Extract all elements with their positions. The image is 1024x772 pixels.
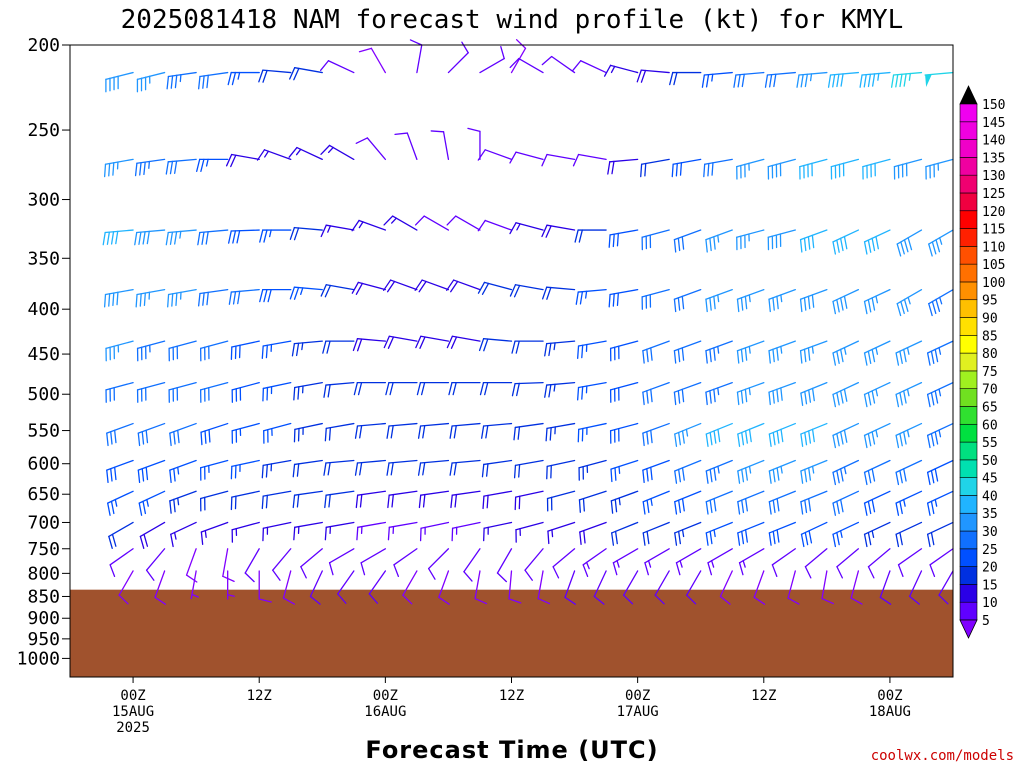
x-tick-label: 00Z bbox=[120, 688, 145, 704]
credit-text: coolwx.com/models bbox=[871, 748, 1014, 764]
colorbar-label: 85 bbox=[982, 329, 998, 344]
colorbar-cell bbox=[960, 175, 977, 193]
colorbar-label: 20 bbox=[982, 561, 998, 576]
colorbar-cell bbox=[960, 264, 977, 282]
y-tick-label: 500 bbox=[27, 384, 60, 405]
y-tick-label: 950 bbox=[27, 629, 60, 650]
colorbar-cell bbox=[960, 300, 977, 318]
colorbar-label: 65 bbox=[982, 400, 998, 415]
x-tick-label: 12Z bbox=[499, 688, 524, 704]
y-tick-label: 800 bbox=[27, 563, 60, 584]
colorbar-cell bbox=[960, 406, 977, 424]
colorbar-cell bbox=[960, 424, 977, 442]
colorbar-cell bbox=[960, 140, 977, 158]
y-tick-label: 200 bbox=[27, 35, 60, 56]
y-tick-label: 250 bbox=[27, 120, 60, 141]
x-tick-label: 00Z bbox=[373, 688, 398, 704]
colorbar-cell bbox=[960, 389, 977, 407]
y-tick-label: 900 bbox=[27, 608, 60, 629]
colorbar-label: 95 bbox=[982, 294, 998, 309]
colorbar-cell bbox=[960, 229, 977, 247]
colorbar-label: 50 bbox=[982, 454, 998, 469]
colorbar-cell bbox=[960, 157, 977, 175]
y-tick-label: 300 bbox=[27, 190, 60, 211]
colorbar-cell bbox=[960, 122, 977, 140]
colorbar-cell bbox=[960, 211, 977, 229]
x-tick-label: 12Z bbox=[247, 688, 272, 704]
colorbar-label: 145 bbox=[982, 116, 1005, 131]
x-tick-label: 17AUG bbox=[617, 704, 659, 720]
colorbar-label: 55 bbox=[982, 436, 998, 451]
colorbar-cell bbox=[960, 246, 977, 264]
colorbar-cell bbox=[960, 442, 977, 460]
y-tick-label: 1000 bbox=[17, 648, 60, 669]
colorbar-cell bbox=[960, 282, 977, 300]
colorbar-label: 5 bbox=[982, 614, 990, 629]
x-tick-label: 12Z bbox=[751, 688, 776, 704]
colorbar-label: 115 bbox=[982, 223, 1005, 238]
colorbar-cell bbox=[960, 549, 977, 567]
colorbar-label: 110 bbox=[982, 240, 1005, 255]
colorbar-label: 140 bbox=[982, 134, 1005, 149]
colorbar-label: 105 bbox=[982, 258, 1005, 273]
colorbar-label: 80 bbox=[982, 347, 998, 362]
colorbar-label: 40 bbox=[982, 489, 998, 504]
colorbar-cell bbox=[960, 335, 977, 353]
colorbar-label: 125 bbox=[982, 187, 1005, 202]
colorbar-cell bbox=[960, 531, 977, 549]
y-tick-label: 350 bbox=[27, 248, 60, 269]
colorbar-label: 100 bbox=[982, 276, 1005, 291]
x-axis-title: Forecast Time (UTC) bbox=[365, 736, 658, 764]
colorbar-label: 30 bbox=[982, 525, 998, 540]
colorbar-cell bbox=[960, 602, 977, 620]
colorbar-label: 15 bbox=[982, 578, 998, 593]
colorbar-label: 35 bbox=[982, 507, 998, 522]
colorbar-cell bbox=[960, 460, 977, 478]
colorbar-label: 45 bbox=[982, 472, 998, 487]
colorbar-label: 135 bbox=[982, 151, 1005, 166]
colorbar-cell bbox=[960, 371, 977, 389]
x-tick-label: 18AUG bbox=[869, 704, 911, 720]
y-tick-label: 600 bbox=[27, 454, 60, 475]
x-tick-label: 15AUG bbox=[112, 704, 154, 720]
colorbar-cell bbox=[960, 584, 977, 602]
chart-title: 2025081418 NAM forecast wind profile (kt… bbox=[121, 5, 904, 35]
colorbar-cell bbox=[960, 478, 977, 496]
y-tick-label: 650 bbox=[27, 484, 60, 505]
colorbar-cell bbox=[960, 104, 977, 122]
x-tick-label: 00Z bbox=[877, 688, 902, 704]
colorbar-label: 90 bbox=[982, 312, 998, 327]
colorbar-label: 25 bbox=[982, 543, 998, 558]
colorbar-cell bbox=[960, 193, 977, 211]
x-tick-label: 00Z bbox=[625, 688, 650, 704]
colorbar-label: 150 bbox=[982, 98, 1005, 113]
colorbar-label: 60 bbox=[982, 418, 998, 433]
colorbar-cell bbox=[960, 567, 977, 585]
colorbar-cell bbox=[960, 513, 977, 531]
y-tick-label: 400 bbox=[27, 299, 60, 320]
colorbar-label: 75 bbox=[982, 365, 998, 380]
y-tick-label: 550 bbox=[27, 421, 60, 442]
colorbar-cell bbox=[960, 318, 977, 336]
colorbar-label: 130 bbox=[982, 169, 1005, 184]
colorbar-cell bbox=[960, 495, 977, 513]
y-tick-label: 850 bbox=[27, 586, 60, 607]
colorbar-label: 120 bbox=[982, 205, 1005, 220]
y-tick-label: 750 bbox=[27, 539, 60, 560]
y-tick-label: 450 bbox=[27, 344, 60, 365]
colorbar-cell bbox=[960, 353, 977, 371]
colorbar-label: 70 bbox=[982, 383, 998, 398]
x-tick-label: 2025 bbox=[116, 720, 150, 736]
colorbar-label: 10 bbox=[982, 596, 998, 611]
x-tick-label: 16AUG bbox=[364, 704, 406, 720]
terrain-fill bbox=[70, 590, 953, 677]
y-tick-label: 700 bbox=[27, 512, 60, 533]
